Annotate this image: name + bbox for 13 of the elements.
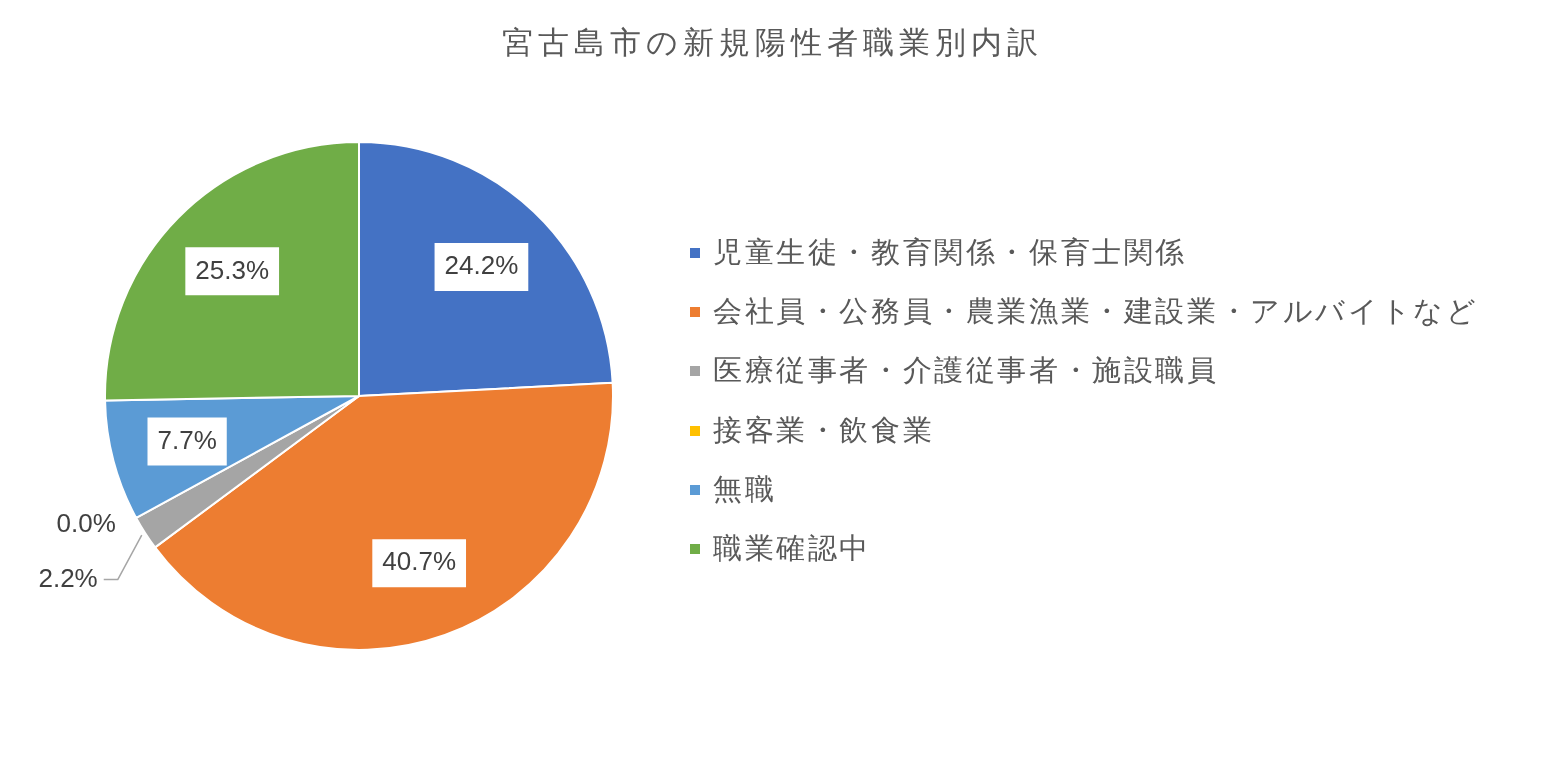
chart-title: 宮古島市の新規陽性者職業別内訳 [500,23,1044,62]
legend-label: 無職 [713,470,777,508]
data-label: 7.7% [157,424,217,455]
data-label: 24.2% [444,250,519,281]
data-label: 2.2% [38,562,98,593]
data-label: 25.3% [195,254,270,285]
text: 0.0% [56,507,116,538]
data-label: 40.7% [382,546,457,577]
legend-label: 職業確認中 [713,530,871,568]
legend-label: 接客業・飲食業 [713,411,935,449]
legend-label: 児童生徒・教育関係・保育士関係 [713,233,1187,271]
legend-label: 会社員・公務員・農業漁業・建設業・アルバイトなど [713,292,1479,330]
legend-label: 医療従事者・介護従事者・施設職員 [713,352,1219,390]
